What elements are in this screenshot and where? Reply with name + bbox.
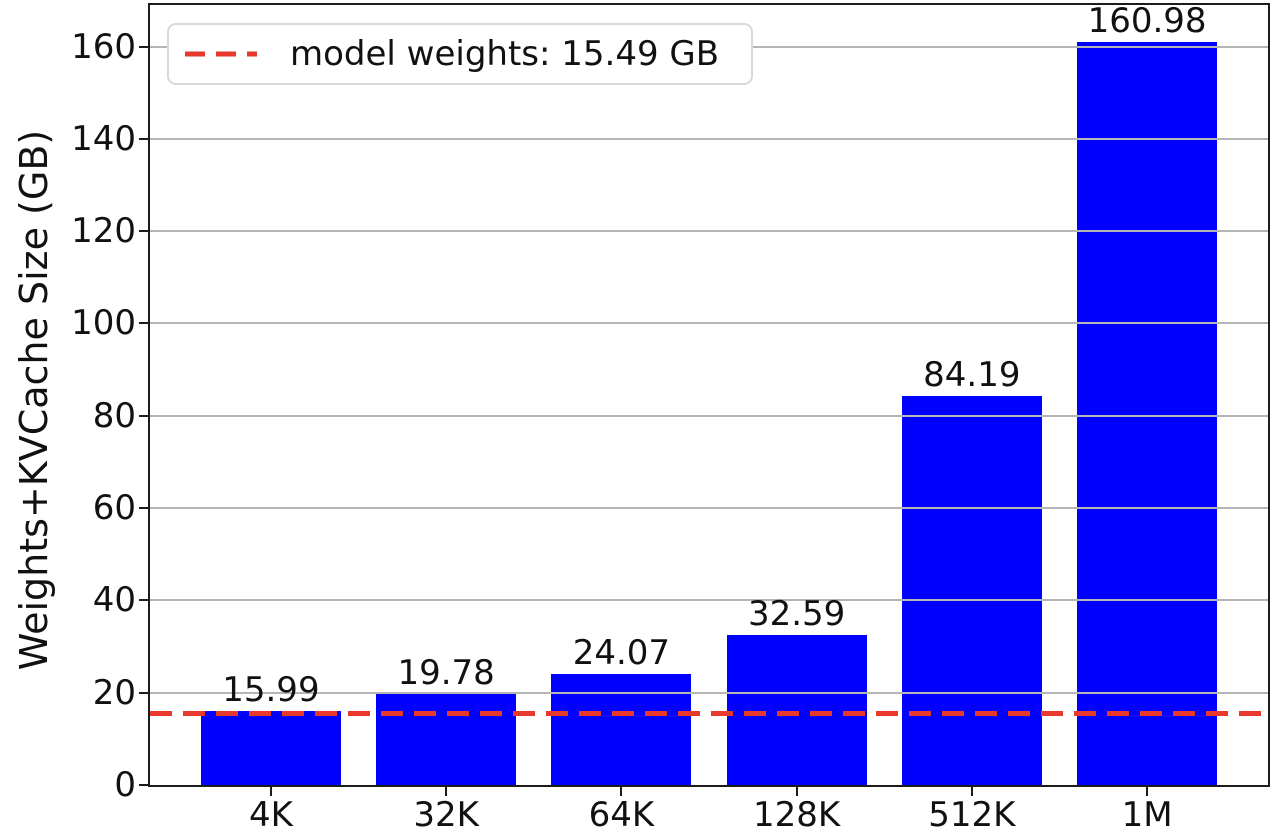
bar-value-label: 84.19 [923,355,1021,396]
gridline-140 [150,137,1268,140]
y-tick-mark-140 [139,137,148,140]
x-tick-mark-32K [445,787,448,796]
y-tick-label-40: 40 [92,580,136,621]
y-tick-label-80: 80 [92,395,136,436]
bar-64K [551,673,692,785]
y-tick-label-0: 0 [114,765,136,805]
y-tick-label-60: 60 [92,488,136,529]
gridline-100 [150,322,1268,325]
y-tick-mark-40 [139,599,148,602]
plot-area: 15.99 19.78 24.07 32.59 84.19 160.98 model we… [148,1,1270,787]
x-tick-mark-4K [269,787,272,796]
y-tick-mark-120 [139,230,148,233]
gridline-80 [150,414,1268,417]
y-tick-label-160: 160 [71,26,136,67]
y-tick-mark-100 [139,322,148,325]
x-tick-label-1M: 1M [1121,795,1173,835]
model-weights-reference-line [150,711,1268,716]
x-tick-mark-512K [970,787,973,796]
legend: model weights: 15.49 GB [167,23,753,85]
y-tick-mark-0 [139,784,148,786]
y-tick-mark-60 [139,507,148,510]
y-tick-label-20: 20 [92,672,136,713]
y-tick-mark-20 [139,691,148,694]
x-tick-label-64K: 64K [588,795,655,835]
bar-4K [200,711,341,785]
bar-value-label: 15.99 [222,670,320,711]
y-tick-mark-80 [139,414,148,417]
x-tick-mark-1M [1146,787,1149,796]
bar-value-label: 24.07 [572,632,671,673]
gridline-60 [150,507,1268,510]
bar-value-label: 32.59 [747,593,846,634]
bar-value-label: 160.98 [1087,1,1207,42]
dashed-line-legend-sample [185,51,257,57]
gridline-20 [150,691,1268,694]
bar-512K [901,396,1042,785]
legend-label: model weights: 15.49 GB [290,34,720,74]
y-tick-mark-160 [139,45,148,48]
x-tick-mark-128K [795,787,798,796]
x-tick-label-512K: 512K [928,795,1016,835]
x-tick-label-32K: 32K [413,795,479,835]
y-tick-label-140: 140 [71,118,136,159]
x-tick-mark-64K [620,787,623,796]
x-tick-label-128K: 128K [753,795,841,835]
bar-value-label: 19.78 [397,652,495,693]
y-tick-label-100: 100 [71,303,136,344]
gridline-40 [150,599,1268,602]
bar-32K [376,693,517,785]
bar-128K [726,634,867,785]
bar-1M [1076,42,1218,785]
gridline-120 [150,230,1268,233]
y-tick-label-120: 120 [71,211,136,252]
x-tick-label-4K: 4K [248,795,293,835]
